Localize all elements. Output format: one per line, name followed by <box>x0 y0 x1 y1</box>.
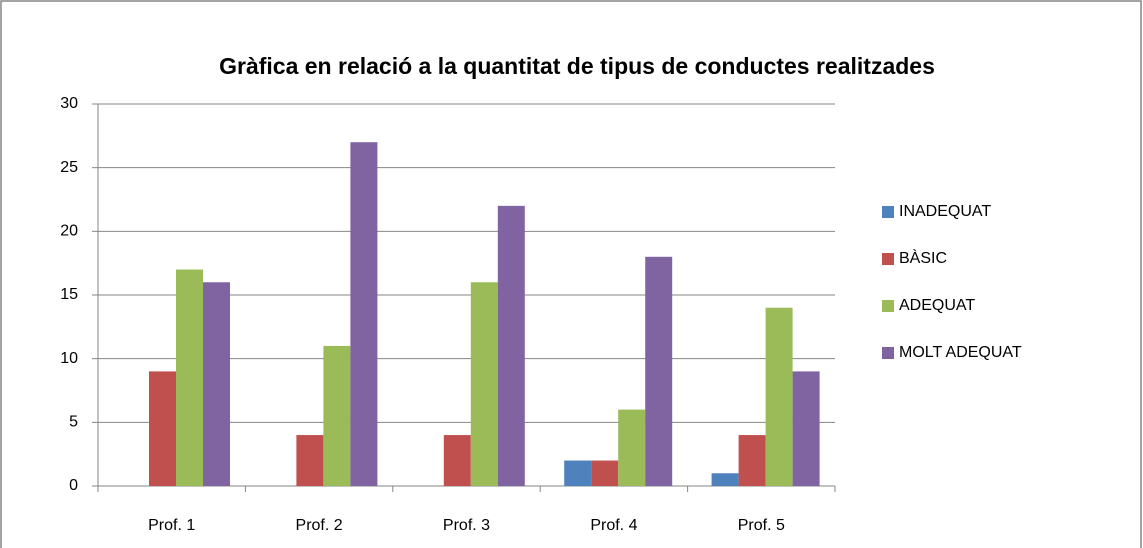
bar <box>645 256 673 486</box>
bar <box>738 435 766 486</box>
y-tick-label: 25 <box>60 159 78 176</box>
bar <box>470 282 498 486</box>
bar <box>203 282 230 486</box>
legend-swatch <box>882 347 894 359</box>
legend-swatch <box>882 300 894 312</box>
bar <box>497 205 525 486</box>
bar <box>149 371 176 486</box>
y-tick-label: 5 <box>69 414 78 431</box>
bar <box>443 435 471 486</box>
x-tick-label: Prof. 2 <box>296 517 343 534</box>
y-tick-label: 15 <box>60 286 78 303</box>
bar <box>350 142 378 486</box>
x-tick-label: Prof. 5 <box>738 517 785 534</box>
bar <box>711 473 739 486</box>
x-tick-label: Prof. 3 <box>443 517 490 534</box>
chart-title: Gràfica en relació a la quantitat de tip… <box>219 53 935 79</box>
bar <box>323 345 351 486</box>
legend-swatch <box>882 253 894 265</box>
bar <box>296 435 324 486</box>
y-tick-label: 20 <box>60 223 78 240</box>
legend-label: MOLT ADEQUAT <box>899 344 1022 361</box>
legend-label: ADEQUAT <box>899 297 975 314</box>
bar <box>792 371 820 486</box>
bar <box>176 269 203 486</box>
y-tick-label: 0 <box>69 477 78 494</box>
bar <box>564 460 592 486</box>
x-tick-label: Prof. 1 <box>148 517 195 534</box>
legend-label: INADEQUAT <box>899 203 991 220</box>
legend-label: BÀSIC <box>899 248 947 267</box>
y-tick-label: 10 <box>60 350 78 367</box>
x-tick-label: Prof. 4 <box>590 517 637 534</box>
bar <box>591 460 619 486</box>
legend-swatch <box>882 206 894 218</box>
y-tick-label: 30 <box>60 95 78 112</box>
bar <box>765 307 793 486</box>
bar <box>618 409 646 486</box>
